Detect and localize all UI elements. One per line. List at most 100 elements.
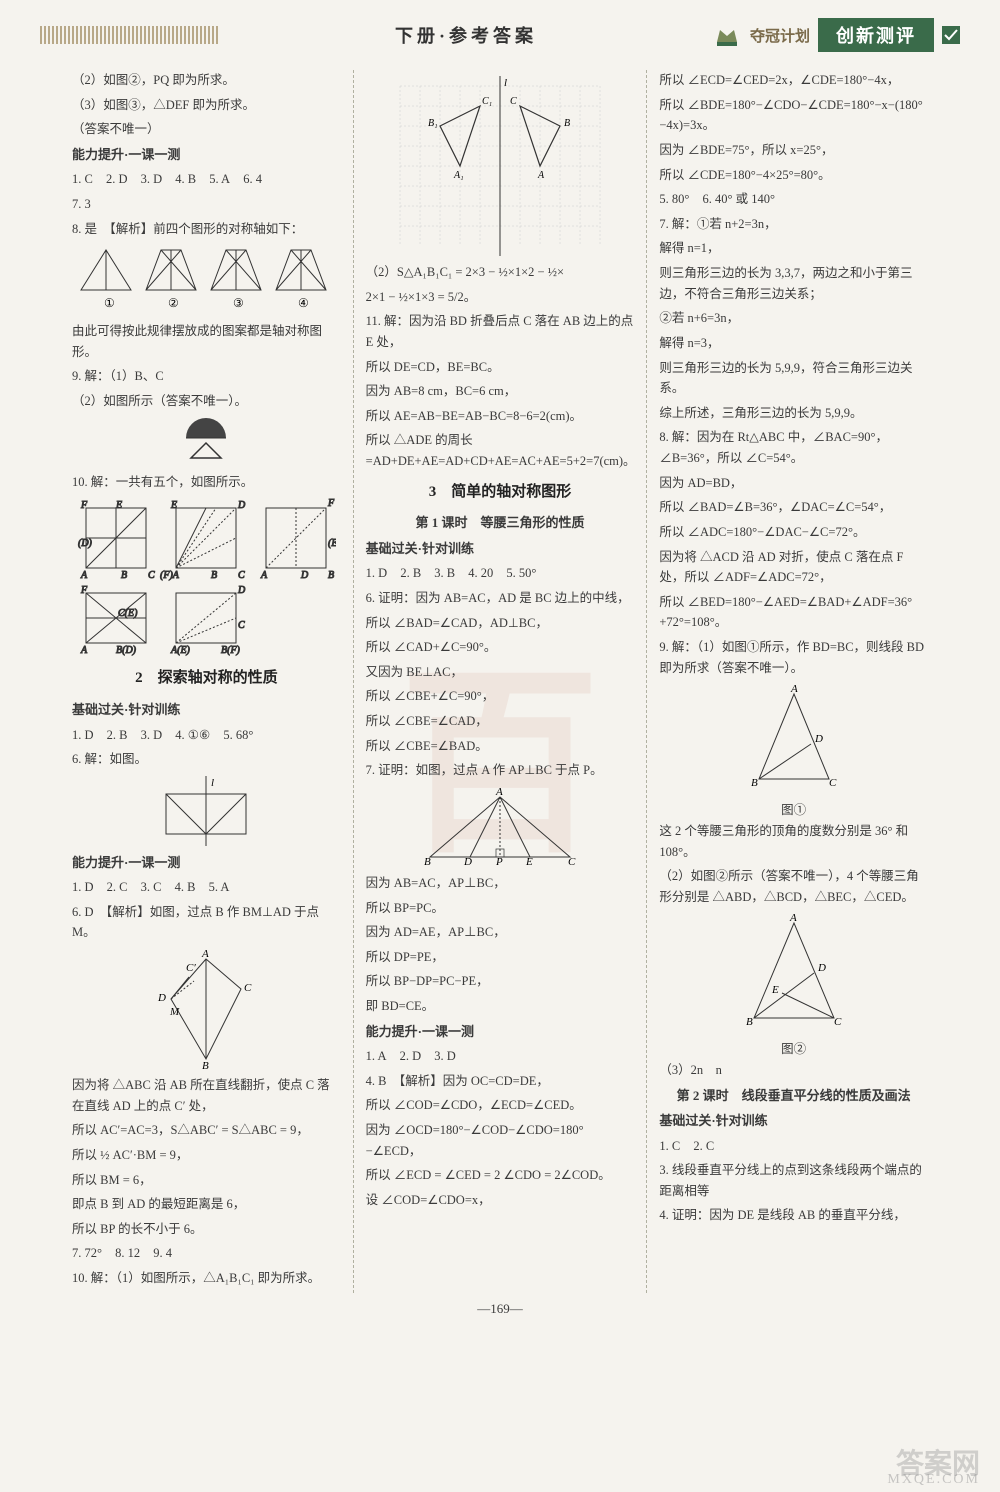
text: （2）如图②所示（答案不唯一），4 个等腰三角形分别是 △ABD，△BCD，△B… [659, 866, 928, 907]
svg-text:B: B [424, 856, 431, 867]
svg-text:D: D [463, 856, 472, 867]
column-2: l B₁ C₁ A₁ B C A （2）S△A₁B₁C₁ = 2×3 − ½×1… [354, 70, 648, 1293]
text: 10. 解：一共有五个，如图所示。 [72, 472, 341, 493]
brand-sub: 夺冠计划 [750, 25, 810, 46]
text: 所以 ∠CBE=∠CAD， [366, 711, 635, 732]
text: 8. 是 【解析】前四个图形的对称轴如下： [72, 219, 341, 240]
text: （3）如图③，△DEF 即为所求。 [72, 95, 341, 116]
text: 所以 ∠BAD=∠CAD，AD⊥BC， [366, 613, 635, 634]
svg-text:B: B [328, 570, 334, 581]
text: 所以 BP 的长不小于 6。 [72, 1219, 341, 1240]
svg-text:(E): (E) [328, 538, 336, 549]
check-icon [942, 26, 960, 44]
text: 6. 证明：因为 AB=AC，AD 是 BC 边上的中线， [366, 588, 635, 609]
svg-text:A: A [80, 570, 88, 581]
text: 因为将 △ABC 沿 AB 所在直线翻折，使点 C 落在直线 AD 上的点 C′… [72, 1075, 341, 1116]
ans: 1. C [659, 1139, 680, 1153]
ans: 2. C [107, 880, 128, 894]
svg-text:E: E [170, 500, 177, 511]
section-title: 2 探索轴对称的性质 [72, 666, 341, 691]
svg-text:C: C [238, 570, 245, 581]
answer-row: 7. 72° 8. 12 9. 4 [72, 1243, 341, 1264]
svg-text:l: l [504, 77, 507, 89]
content-columns: （2）如图②，PQ 即为所求。 （3）如图③，△DEF 即为所求。 （答案不唯一… [0, 70, 1000, 1293]
svg-text:D: D [300, 570, 309, 581]
isoceles-triangle-figure: A B D P E C [410, 787, 590, 867]
svg-text:B(F): B(F) [221, 645, 241, 656]
svg-text:C: C [829, 777, 837, 789]
text: 所以 DE=CD，BE=BC。 [366, 357, 635, 378]
text: 解得 n=3， [659, 333, 928, 354]
text: 所以 DP=PE， [366, 947, 635, 968]
ans: 5. 68° [223, 728, 253, 742]
sub-section: 第 1 课时 等腰三角形的性质 [366, 512, 635, 533]
kite-figure: A C B D C′ M [146, 949, 266, 1069]
page-header: 下册·参考答案 夺冠计划 创新测评 [0, 0, 1000, 70]
column-3: 所以 ∠ECD=∠CED=2x，∠CDE=180°−4x， 所以 ∠BDE=18… [647, 70, 940, 1293]
text: 所以 ∠BAD=∠B=36°，∠DAC=∠C=54°， [659, 497, 928, 518]
svg-text:B: B [202, 1060, 209, 1069]
crown-icon [712, 20, 742, 50]
text: 综上所述，三角形三边的长为 5,9,9。 [659, 403, 928, 424]
answer-row: 5. 80° 6. 40° 或 140° [659, 189, 928, 210]
svg-text:A: A [260, 570, 268, 581]
ans: 9. 4 [153, 1246, 172, 1260]
text: 8. 解：因为在 Rt△ABC 中，∠BAC=90°，∠B=36°，所以 ∠C=… [659, 427, 928, 468]
ans: 2. D [106, 172, 128, 186]
ans: 1. C [72, 172, 93, 186]
text: 所以 ∠CBE=∠BAD。 [366, 736, 635, 757]
page-number: —169— [0, 1301, 1000, 1317]
answer-row: 1. C 2. C [659, 1136, 928, 1157]
five-squares-diagram: FE(D)ABC ED(F)ABC F(E)ADB FC(E)AB(D) DCA… [76, 498, 336, 658]
text: 所以 AE=AB−BE=AB−BC=8−6=2(cm)。 [366, 406, 635, 427]
svg-text:l: l [211, 777, 214, 789]
svg-text:M: M [169, 1006, 180, 1018]
svg-text:C: C [238, 620, 245, 631]
ans: 6. 4 [243, 172, 262, 186]
ans: 2. B [107, 728, 128, 742]
svg-text:②: ② [168, 296, 179, 310]
text: 所以 BP=PC。 [366, 898, 635, 919]
svg-text:D: D [814, 733, 823, 745]
svg-text:B₁: B₁ [428, 118, 438, 129]
text: 因为 AB=AC，AP⊥BC， [366, 873, 635, 894]
svg-text:C: C [244, 982, 252, 994]
svg-text:A: A [537, 170, 545, 181]
text: 又因为 BE⊥AC， [366, 662, 635, 683]
text: 所以 ∠BED=180°−∠AED=∠BAD+∠ADF=36°+72°=108°… [659, 592, 928, 633]
svg-text:F: F [327, 498, 335, 509]
text: 10. 解：（1）如图所示，△A₁B₁C₁ 即为所求。 [72, 1268, 341, 1289]
text: ②若 n+6=3n， [659, 308, 928, 329]
text: （3）2n n [659, 1060, 928, 1081]
answer-row: 1. A 2. D 3. D [366, 1046, 635, 1067]
section-title: 3 简单的轴对称图形 [366, 480, 635, 505]
text: 因为 AD=BD， [659, 473, 928, 494]
column-1: （2）如图②，PQ 即为所求。 （3）如图③，△DEF 即为所求。 （答案不唯一… [60, 70, 354, 1293]
svg-text:C: C [148, 570, 155, 581]
text: 6. D 【解析】如图，过点 B 作 BM⊥AD 于点 M。 [72, 902, 341, 943]
svg-text:B: B [564, 118, 570, 129]
text: 所以 ∠BDE=180°−∠CDO−∠CDE=180°−x−(180°−4x)=… [659, 95, 928, 136]
svg-text:C′: C′ [186, 962, 196, 974]
text: 9. 解：（1）如图①所示，作 BD=BC，则线段 BD 即为所求（答案不唯一）… [659, 637, 928, 678]
section-heading: 能力提升·一课一测 [72, 144, 341, 165]
semicircle-figure [176, 418, 236, 466]
text: 所以 ∠COD=∠CDO，∠ECD=∠CED。 [366, 1095, 635, 1116]
svg-text:E: E [525, 856, 533, 867]
text: 7. 3 [72, 194, 341, 215]
text: （2）S△A₁B₁C₁ = 2×3 − ½×1×2 − ½× [366, 262, 635, 283]
header-right: 夺冠计划 创新测评 [712, 18, 960, 52]
text: 因为将 △ACD 沿 AD 对折，使点 C 落在点 F 处，所以 ∠ADF=∠A… [659, 547, 928, 588]
ans: 3. D [141, 172, 163, 186]
text: 即点 B 到 AD 的最短距离是 6， [72, 1194, 341, 1215]
svg-text:A: A [201, 949, 209, 960]
figure-caption: 图② [659, 1039, 928, 1060]
ans: 2. C [693, 1139, 714, 1153]
svg-text:D: D [817, 962, 826, 974]
text: 所以 ∠CAD+∠C=90°。 [366, 637, 635, 658]
ans: 3. C [141, 880, 162, 894]
text: 11. 解：因为沿 BD 折叠后点 C 落在 AB 边上的点 E 处， [366, 311, 635, 352]
triangle-fig-2: A B C D E [734, 913, 854, 1033]
answer-row: 1. D 2. B 3. B 4. 20 5. 50° [366, 563, 635, 584]
text: 所以 ∠ECD=∠CED=2x，∠CDE=180°−4x， [659, 70, 928, 91]
